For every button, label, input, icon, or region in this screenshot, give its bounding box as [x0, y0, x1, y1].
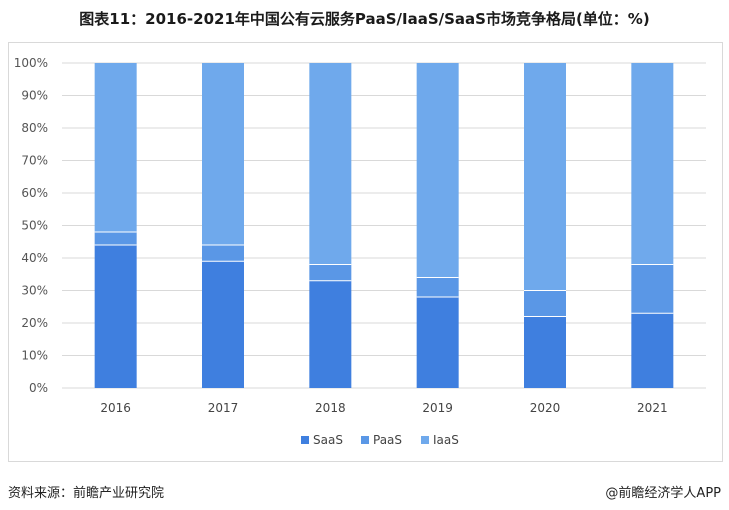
- bar-iaas-2017: [202, 63, 244, 245]
- y-tick-label: 70%: [21, 154, 48, 168]
- bar-paas-2017: [202, 245, 244, 262]
- y-tick-label: 50%: [21, 219, 48, 233]
- bar-saas-2019: [416, 297, 459, 388]
- x-tick-label: 2017: [208, 401, 239, 415]
- y-tick-label: 20%: [21, 316, 48, 330]
- bar-saas-2018: [309, 280, 352, 388]
- bar-iaas-2019: [416, 63, 459, 278]
- bar-iaas-2020: [524, 63, 566, 291]
- legend-swatch-iaas: [421, 436, 429, 444]
- x-tick-label: 2016: [100, 401, 131, 415]
- bar-paas-2020: [524, 290, 566, 317]
- x-tick-label: 2021: [637, 401, 668, 415]
- bar-paas-2021: [631, 264, 674, 314]
- brand-credit: @前瞻经济学人APP: [605, 486, 721, 501]
- x-tick-label: 2018: [315, 401, 346, 415]
- bar-iaas-2016: [94, 63, 137, 232]
- bar-saas-2017: [202, 261, 244, 388]
- y-tick-label: 40%: [21, 251, 48, 265]
- stacked-bar-chart: 0% 10% 20% 30% 40% 50% 60% 70% 80% 90% 100% 2016 201…: [14, 56, 706, 447]
- chart-title: 图表11：2016-2021年中国公有云服务PaaS/IaaS/SaaS市场竞争…: [79, 10, 650, 28]
- legend-swatch-paas: [361, 436, 369, 444]
- y-tick-label: 60%: [21, 186, 48, 200]
- bar-paas-2018: [309, 264, 352, 281]
- legend-label-paas: PaaS: [373, 433, 402, 447]
- bar-paas-2019: [416, 277, 459, 297]
- x-tick-label: 2020: [530, 401, 561, 415]
- x-tick-label: 2019: [422, 401, 453, 415]
- legend-label-saas: SaaS: [313, 433, 343, 447]
- bar-saas-2021: [631, 313, 674, 388]
- bar-iaas-2021: [631, 63, 674, 265]
- bar-saas-2020: [524, 316, 566, 388]
- bar-iaas-2018: [309, 63, 352, 265]
- legend-label-iaas: IaaS: [433, 433, 459, 447]
- y-tick-label: 80%: [21, 121, 48, 135]
- chart-panel: [8, 42, 723, 462]
- bar-paas-2016: [94, 232, 137, 245]
- y-tick-label: 100%: [14, 56, 48, 70]
- bar-saas-2016: [94, 245, 137, 388]
- y-tick-label: 90%: [21, 89, 48, 103]
- y-tick-label: 30%: [21, 284, 48, 298]
- y-tick-label: 0%: [29, 381, 48, 395]
- legend-swatch-saas: [301, 436, 309, 444]
- y-tick-label: 10%: [21, 349, 48, 363]
- source-note: 资料来源：前瞻产业研究院: [8, 486, 165, 501]
